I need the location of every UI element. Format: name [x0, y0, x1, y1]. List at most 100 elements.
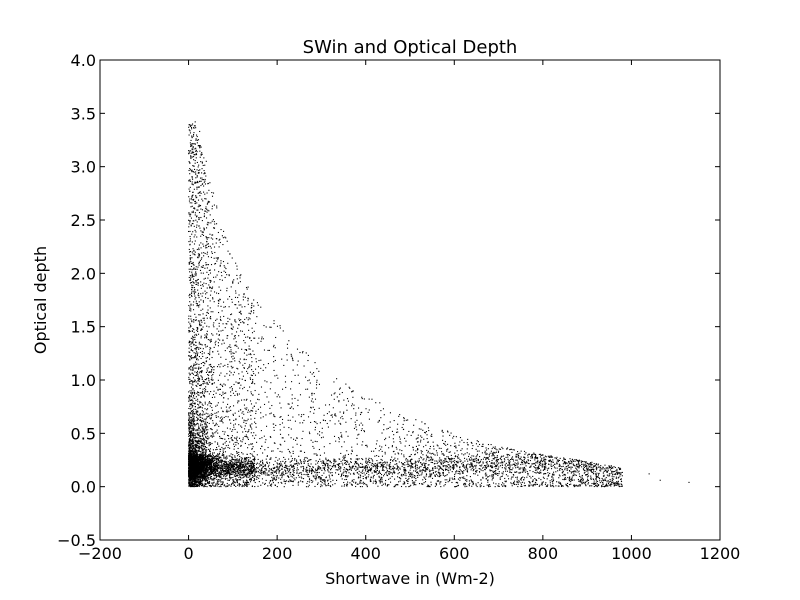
scatter-point: [217, 342, 219, 344]
scatter-point: [452, 464, 454, 467]
scatter-point: [200, 384, 202, 386]
scatter-point: [356, 458, 358, 460]
scatter-point: [251, 428, 253, 430]
scatter-point: [244, 459, 246, 461]
scatter-point: [231, 458, 233, 460]
scatter-point: [424, 432, 427, 434]
scatter-point: [575, 471, 577, 473]
scatter-point: [618, 483, 620, 485]
scatter-point: [191, 449, 193, 451]
scatter-point: [612, 478, 614, 480]
scatter-point: [296, 472, 298, 474]
scatter-point: [417, 461, 420, 463]
scatter-point: [381, 479, 383, 481]
scatter-point: [430, 461, 432, 463]
scatter-point: [339, 387, 341, 389]
scatter-point: [283, 456, 285, 459]
scatter-point: [207, 367, 209, 369]
scatter-point: [573, 486, 575, 488]
scatter-point: [483, 456, 485, 458]
scatter-point: [596, 467, 598, 469]
scatter-point: [217, 402, 219, 404]
scatter-point: [197, 476, 199, 478]
scatter-point: [457, 482, 459, 484]
scatter-point: [255, 426, 257, 428]
scatter-point: [308, 459, 310, 461]
scatter-point: [207, 481, 209, 483]
scatter-point: [212, 219, 214, 221]
scatter-point: [572, 471, 574, 473]
scatter-point: [500, 459, 503, 461]
scatter-point: [203, 428, 205, 430]
scatter-point: [223, 457, 225, 459]
scatter-point: [193, 243, 196, 245]
scatter-point: [560, 483, 562, 486]
scatter-point: [360, 429, 362, 432]
scatter-point: [222, 443, 224, 445]
scatter-point: [420, 452, 423, 454]
scatter-point: [504, 480, 506, 482]
scatter-point: [235, 304, 237, 306]
scatter-point: [351, 484, 353, 486]
scatter-point: [368, 457, 370, 459]
scatter-point: [440, 481, 442, 483]
scatter-point: [329, 443, 331, 445]
scatter-point: [221, 275, 223, 277]
scatter-point: [212, 449, 214, 451]
scatter-point: [192, 309, 195, 311]
scatter-point: [466, 485, 468, 487]
scatter-point: [270, 412, 272, 414]
scatter-point: [208, 326, 210, 328]
scatter-point: [193, 287, 195, 289]
scatter-point: [232, 355, 234, 357]
scatter-point: [411, 477, 413, 479]
scatter-point: [238, 382, 240, 384]
scatter-point: [456, 470, 458, 472]
scatter-point: [191, 445, 193, 447]
scatter-point: [409, 460, 412, 463]
scatter-point: [197, 328, 199, 330]
scatter-point: [414, 460, 416, 462]
scatter-point: [294, 420, 296, 422]
scatter-point: [239, 319, 241, 322]
scatter-point: [557, 485, 559, 487]
scatter-point: [192, 350, 194, 352]
scatter-point: [194, 392, 196, 394]
scatter-point: [507, 456, 509, 458]
scatter-point: [197, 320, 199, 322]
scatter-point: [621, 471, 623, 473]
scatter-point: [192, 340, 194, 342]
scatter-point: [474, 458, 476, 460]
scatter-point: [466, 480, 468, 482]
scatter-point: [254, 481, 256, 484]
scatter-point: [204, 387, 206, 390]
scatter-point: [411, 465, 413, 467]
scatter-point: [321, 432, 323, 434]
scatter-point: [214, 462, 216, 464]
scatter-point: [279, 469, 281, 471]
scatter-point: [377, 485, 379, 487]
scatter-point: [200, 281, 202, 283]
scatter-point: [229, 484, 231, 486]
scatter-point: [547, 472, 549, 474]
scatter-point: [499, 448, 502, 450]
scatter-point: [193, 430, 195, 432]
scatter-point: [409, 475, 411, 477]
scatter-point: [385, 472, 387, 474]
scatter-point: [355, 414, 357, 416]
scatter-point: [616, 472, 619, 475]
scatter-point: [532, 475, 534, 477]
scatter-point: [322, 461, 324, 464]
scatter-point: [199, 227, 201, 229]
scatter-point: [241, 484, 243, 486]
scatter-point: [233, 426, 235, 428]
scatter-point: [226, 457, 228, 459]
scatter-point: [236, 431, 238, 433]
scatter-point: [309, 411, 311, 413]
scatter-point: [381, 446, 383, 448]
scatter-point: [220, 481, 222, 483]
scatter-point: [198, 192, 200, 194]
scatter-point: [315, 479, 317, 481]
scatter-point: [229, 478, 231, 480]
scatter-point: [190, 380, 192, 382]
